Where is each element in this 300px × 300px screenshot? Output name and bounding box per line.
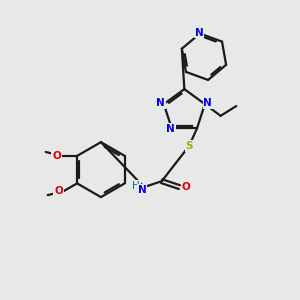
Text: S: S <box>185 141 193 151</box>
Text: N: N <box>203 98 212 108</box>
Text: N: N <box>166 124 175 134</box>
Text: O: O <box>54 186 63 196</box>
Text: O: O <box>52 151 61 161</box>
Text: O: O <box>182 182 190 192</box>
Text: N: N <box>194 28 203 38</box>
Text: N: N <box>157 98 165 108</box>
Text: H: H <box>132 181 140 191</box>
Text: N: N <box>138 185 146 195</box>
